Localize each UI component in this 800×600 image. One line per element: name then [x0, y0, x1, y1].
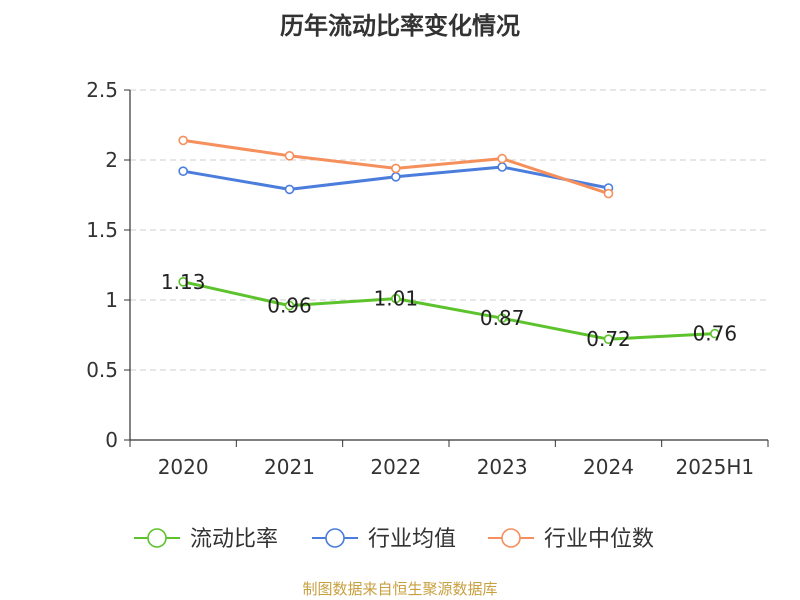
legend-marker: [147, 528, 167, 548]
data-label: 0.72: [586, 327, 631, 351]
data-label: 0.96: [267, 294, 312, 318]
y-tick-label: 1: [105, 288, 118, 312]
data-point: [710, 328, 720, 339]
data-point: [497, 162, 507, 172]
legend-label: 行业均值: [368, 527, 456, 552]
chart-title: 历年流动比率变化情况: [280, 12, 520, 40]
legend-marker: [325, 528, 345, 548]
data-point: [391, 293, 401, 304]
data-point: [497, 153, 507, 164]
data-label: 0.87: [480, 306, 525, 330]
data-point: [497, 313, 507, 324]
data-point: [284, 151, 295, 161]
y-tick-label: 0: [105, 428, 118, 452]
legend-label: 行业中位数: [544, 527, 654, 552]
x-tick-label: 2024: [583, 455, 634, 479]
data-point: [178, 166, 188, 176]
y-tick-label: 1.5: [86, 218, 118, 242]
x-tick-label: 2020: [158, 455, 209, 479]
data-point: [391, 163, 401, 174]
x-tick-label: 2022: [370, 455, 421, 479]
legend-marker: [501, 528, 521, 548]
data-point: [603, 188, 614, 199]
y-tick-label: 2: [105, 148, 118, 172]
data-point: [603, 334, 614, 345]
data-label: 0.76: [693, 322, 738, 346]
data-point: [391, 172, 401, 182]
data-point: [178, 276, 188, 287]
data-label: 1.01: [374, 287, 419, 311]
legend-label: 流动比率: [190, 527, 278, 552]
y-tick-label: 0.5: [86, 358, 118, 382]
source-note: 制图数据来自恒生聚源数据库: [302, 580, 498, 598]
series-line: [182, 280, 715, 341]
y-tick-label: 2.5: [86, 78, 118, 102]
x-tick-label: 2023: [477, 455, 528, 479]
x-tick-label: 2025H1: [675, 455, 754, 479]
data-label: 1.13: [161, 270, 206, 294]
data-point: [284, 184, 295, 195]
x-tick-label: 2021: [264, 455, 315, 479]
data-point: [178, 135, 188, 146]
data-point: [284, 300, 295, 311]
